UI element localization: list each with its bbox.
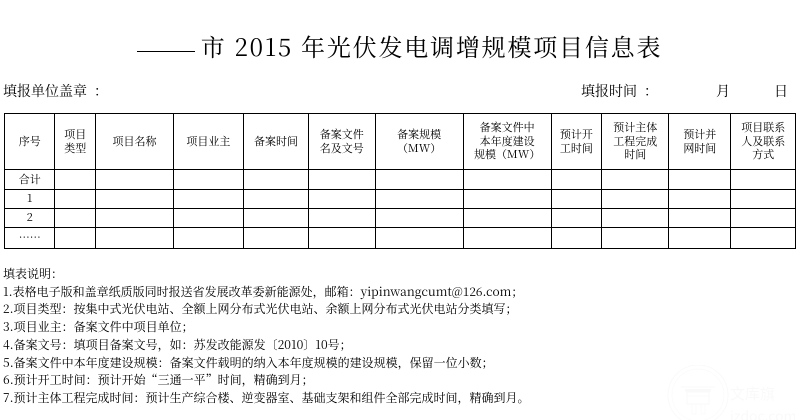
svg-text:jzdoc.com: jzdoc.com xyxy=(729,406,795,420)
svg-text:文库旗: 文库旗 xyxy=(730,383,775,404)
